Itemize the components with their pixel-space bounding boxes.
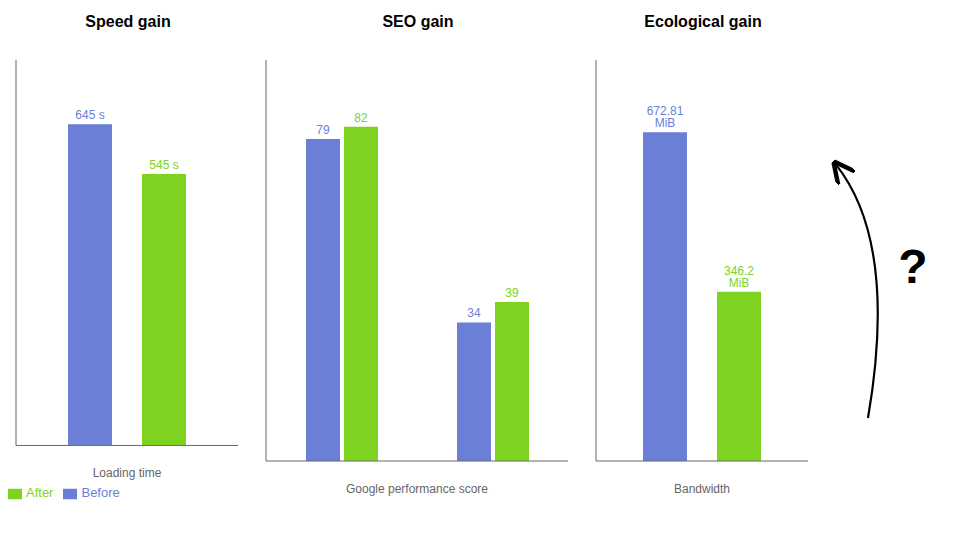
html-text:Before: Before	[81, 485, 120, 501]
svg-text:Google performance score: Google performance score	[346, 482, 488, 496]
svg-text:39: 39	[505, 286, 519, 300]
svg-text:346.2MiB: 346.2MiB	[724, 264, 754, 290]
svg-text:34: 34	[467, 306, 481, 320]
svg-text:545 s: 545 s	[149, 158, 178, 172]
svg-text:Bandwidth: Bandwidth	[674, 482, 730, 496]
html-text:Speed gain: Speed gain	[85, 13, 171, 30]
svg-text:82: 82	[354, 111, 368, 125]
svg-text:79: 79	[316, 123, 330, 137]
html-text:After: After	[26, 485, 54, 501]
html-text:Ecological gain: Ecological gain	[644, 13, 762, 30]
svg-text:Loading time: Loading time	[93, 466, 162, 480]
svg-text:645 s: 645 s	[75, 108, 104, 122]
svg-text:?: ?	[898, 240, 927, 293]
html-text:SEO gain: SEO gain	[382, 13, 454, 30]
svg-text:672.81MiB: 672.81MiB	[647, 104, 684, 130]
